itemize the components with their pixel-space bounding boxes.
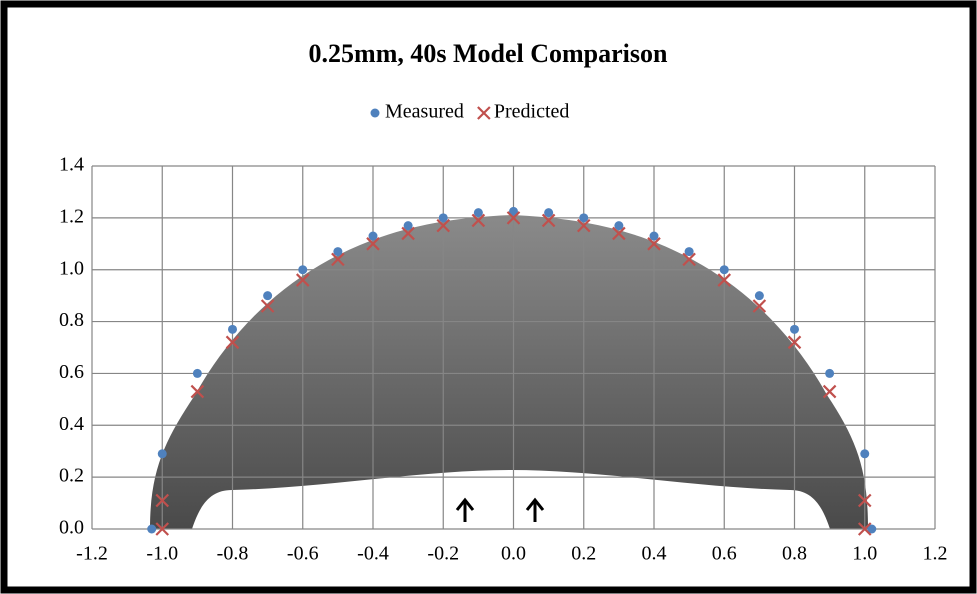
point — [147, 524, 157, 534]
point — [867, 524, 877, 534]
x-tick-label: -0.2 — [427, 543, 459, 565]
point — [509, 206, 518, 216]
point — [438, 213, 448, 223]
point — [401, 226, 415, 241]
point — [787, 335, 802, 350]
point — [190, 384, 205, 399]
y-tick-label: 0.0 — [59, 517, 84, 539]
arrow — [455, 497, 475, 522]
y-tick-label: 1.2 — [59, 205, 84, 227]
x-tick-label: 0.4 — [642, 543, 667, 565]
x-tick-label: 0.2 — [571, 543, 596, 565]
point — [541, 213, 556, 228]
x-tick-label: 1.0 — [852, 543, 877, 565]
x-tick-label: 0.0 — [501, 543, 526, 565]
y-tick-label: 0.8 — [59, 309, 84, 331]
droplet-image — [150, 215, 868, 529]
point — [754, 291, 764, 301]
point — [366, 237, 380, 251]
point — [544, 208, 554, 218]
legend: Measured Predicted — [370, 101, 570, 123]
x-tick-label: -0.4 — [357, 543, 389, 565]
legend-label: Predicted — [494, 101, 570, 123]
point — [719, 265, 729, 275]
point — [298, 265, 308, 275]
point — [260, 299, 275, 313]
point — [228, 324, 237, 334]
x-tick-label: -1.0 — [146, 543, 178, 565]
point — [752, 299, 767, 313]
point — [612, 226, 626, 241]
point — [684, 247, 694, 257]
point — [682, 252, 696, 267]
point — [192, 368, 202, 378]
point — [295, 273, 310, 287]
point — [825, 368, 835, 378]
y-tick-label: 1.0 — [59, 257, 84, 279]
point — [155, 493, 170, 508]
point — [225, 335, 240, 350]
point — [331, 252, 345, 267]
point — [370, 108, 380, 118]
point — [576, 218, 591, 233]
x-tick-label: 0.8 — [782, 543, 807, 565]
point — [263, 291, 273, 301]
x-tick-label: 0.6 — [712, 543, 737, 565]
point — [649, 231, 659, 241]
point — [790, 324, 799, 334]
point — [477, 106, 491, 120]
x-tick-label: -1.2 — [76, 543, 108, 565]
x-tick-label: -0.6 — [287, 543, 319, 565]
point — [403, 221, 413, 231]
x-tick-label: 1.2 — [923, 543, 948, 565]
point — [473, 208, 483, 218]
point — [614, 221, 624, 231]
point — [157, 449, 167, 459]
point — [717, 273, 732, 287]
point — [647, 237, 661, 251]
point — [471, 213, 486, 228]
point — [368, 231, 378, 241]
plot-area — [91, 165, 936, 530]
point — [436, 218, 451, 233]
y-tick-label: 1.4 — [59, 154, 84, 176]
point — [857, 493, 872, 508]
y-tick-label: 0.6 — [59, 361, 84, 383]
y-tick-label: 0.4 — [59, 413, 84, 435]
arrow — [525, 497, 545, 522]
point — [155, 522, 170, 536]
point — [579, 213, 589, 223]
point — [857, 522, 872, 536]
y-tick-label: 0.2 — [59, 465, 84, 487]
x-tick-label: -0.8 — [217, 543, 249, 565]
point — [860, 449, 870, 459]
point — [506, 211, 521, 225]
point — [333, 247, 343, 257]
point — [822, 384, 837, 399]
chart-title: 0.25mm, 40s Model Comparison — [309, 39, 668, 68]
legend-label: Measured — [385, 101, 464, 123]
